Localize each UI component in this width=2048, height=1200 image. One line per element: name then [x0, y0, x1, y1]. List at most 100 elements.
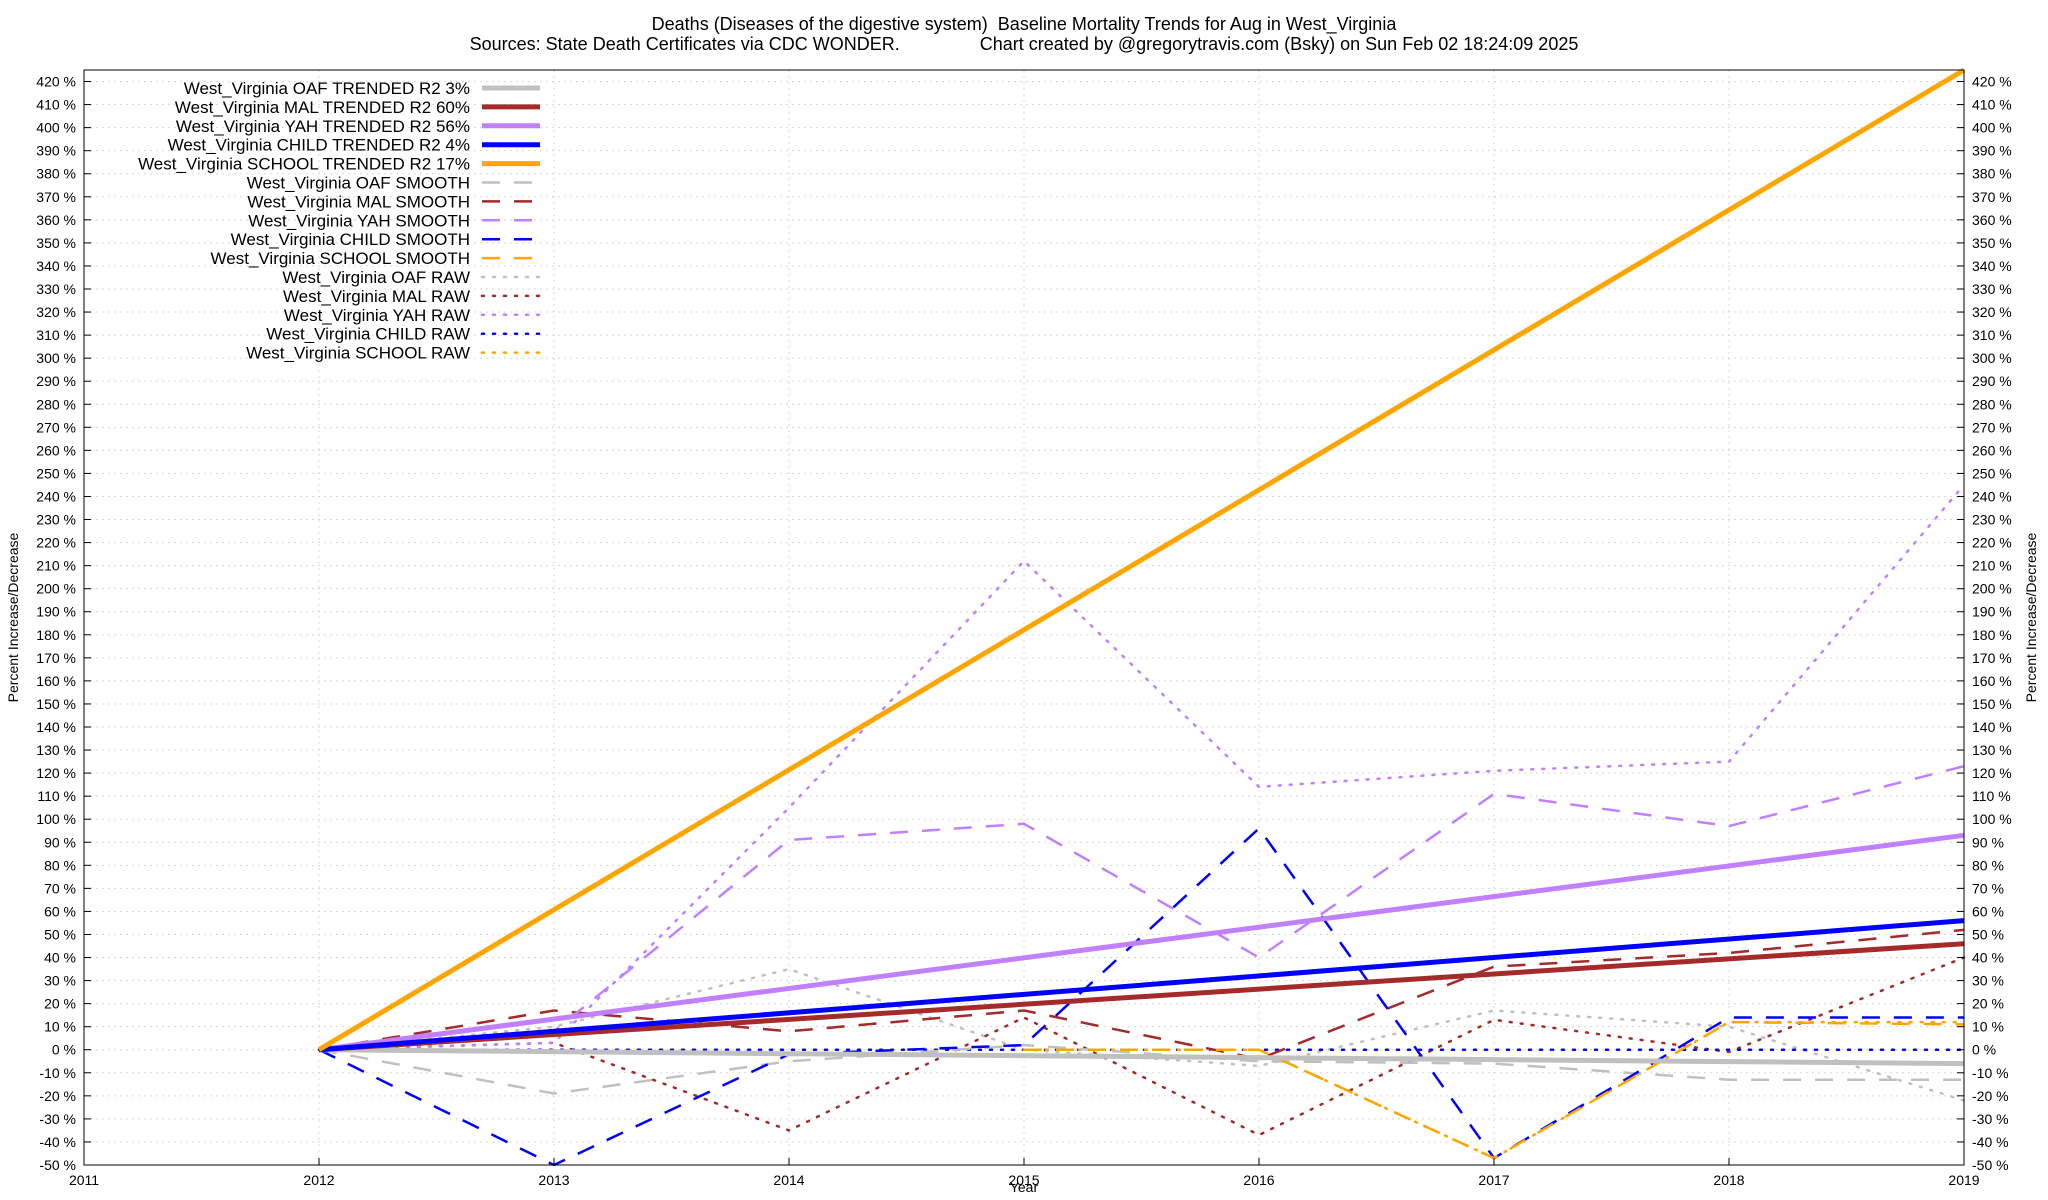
y2-tick-label: 50 %	[1972, 926, 2004, 942]
chart-title: Deaths (Diseases of the digestive system…	[651, 14, 1397, 34]
y-tick-label: 380 %	[36, 166, 76, 182]
y2-tick-label: 230 %	[1972, 512, 2012, 528]
y2-tick-label: 170 %	[1972, 650, 2012, 666]
y2-tick-label: 250 %	[1972, 465, 2012, 481]
x-tick-label: 2018	[1713, 1172, 1744, 1188]
series-line-8	[318, 764, 1965, 1051]
y-tick-label: 30 %	[44, 973, 76, 989]
series-line-5	[317, 67, 1966, 1052]
y-tick-label: 20 %	[44, 996, 76, 1012]
y-tick-label: 300 %	[36, 350, 76, 366]
y-tick-label: 140 %	[36, 719, 76, 735]
y2-tick-label: 180 %	[1972, 627, 2012, 643]
y2-tick-label: 260 %	[1972, 442, 2012, 458]
series-line-12	[317, 956, 1966, 1137]
y-tick-label: 240 %	[36, 488, 76, 504]
y-tick-label: 170 %	[36, 650, 76, 666]
y-tick-label: 410 %	[36, 97, 76, 113]
y2-tick-label: 150 %	[1972, 696, 2012, 712]
y2-tick-label: 160 %	[1972, 673, 2012, 689]
tick-layer: -50 % -50 % -40 % -40 % -30 % -30 % -20 % -20 %…	[36, 74, 2011, 1188]
legend-label: West_Virginia MAL RAW	[283, 287, 470, 306]
y-tick-label: 370 %	[36, 189, 76, 205]
series-line-2	[318, 941, 1965, 1053]
x-tick-label: 2011	[69, 1172, 99, 1188]
y-tick-label: 0 %	[52, 1042, 76, 1058]
y-tick-label: 160 %	[36, 673, 76, 689]
y-tick-label: 400 %	[36, 120, 76, 136]
y-tick-label: -50 %	[39, 1157, 76, 1173]
y-tick-label: 290 %	[36, 373, 76, 389]
y2-tick-label: 20 %	[1972, 996, 2004, 1012]
y2-tick-label: -40 %	[1972, 1134, 2009, 1150]
y-tick-label: 210 %	[36, 558, 76, 574]
x-tick-label: 2013	[538, 1172, 569, 1188]
y-tick-label: 250 %	[36, 465, 76, 481]
chart-subtitle: Sources: State Death Certificates via CD…	[469, 34, 1579, 54]
y2-tick-label: 90 %	[1972, 834, 2004, 850]
y-tick-label: 230 %	[36, 512, 76, 528]
legend-label: West_Virginia CHILD RAW	[266, 325, 470, 344]
y-tick-label: 60 %	[44, 903, 76, 919]
y2-tick-label: 410 %	[1972, 97, 2012, 113]
y2-tick-label: -10 %	[1972, 1065, 2009, 1081]
x-tick-label: 2016	[1243, 1172, 1274, 1188]
y2-tick-label: 380 %	[1972, 166, 2012, 182]
y2-tick-label: 0 %	[1972, 1042, 1996, 1058]
y-tick-label: 100 %	[36, 811, 76, 827]
legend-label: West_Virginia CHILD TRENDED R2 4%	[168, 136, 470, 155]
y-tick-label: 200 %	[36, 581, 76, 597]
y2-tick-label: 40 %	[1972, 950, 2004, 966]
series-line-4	[318, 918, 1965, 1053]
series-line-13	[317, 483, 1966, 1051]
y-tick-label: 50 %	[44, 926, 76, 942]
y2-tick-label: 350 %	[1972, 235, 2012, 251]
y2-tick-label: 110 %	[1972, 788, 2011, 804]
y2-tick-label: 370 %	[1972, 189, 2012, 205]
y-tick-label: 190 %	[36, 604, 76, 620]
y-tick-label: 260 %	[36, 442, 76, 458]
y-tick-label: -10 %	[39, 1065, 76, 1081]
y-tick-label: 390 %	[36, 143, 76, 159]
x-tick-label: 2019	[1948, 1172, 1979, 1188]
y2-tick-label: 60 %	[1972, 903, 2004, 919]
legend-label: West_Virginia SCHOOL SMOOTH	[211, 249, 470, 268]
y2-tick-label: 80 %	[1972, 857, 2004, 873]
y-tick-label: 270 %	[36, 419, 76, 435]
y-tick-label: 120 %	[36, 765, 76, 781]
y-tick-label: 10 %	[44, 1019, 76, 1035]
legend-label: West_Virginia OAF TRENDED R2 3%	[184, 79, 470, 98]
x-axis-label: Year	[1010, 1179, 1039, 1195]
y2-tick-label: 290 %	[1972, 373, 2012, 389]
legend-label: West_Virginia MAL TRENDED R2 60%	[175, 98, 470, 117]
legend-label: West_Virginia SCHOOL RAW	[246, 344, 470, 363]
y2-tick-label: 120 %	[1972, 765, 2012, 781]
x-tick-label: 2012	[303, 1172, 334, 1188]
legend-label: West_Virginia OAF SMOOTH	[247, 174, 470, 193]
y2-tick-label: 360 %	[1972, 212, 2012, 228]
y-tick-label: -20 %	[39, 1088, 76, 1104]
legend-label: West_Virginia YAH RAW	[284, 306, 470, 325]
x-tick-label: 2015	[1008, 1172, 1039, 1188]
y-tick-label: 80 %	[44, 857, 76, 873]
y2-tick-label: 190 %	[1972, 604, 2012, 620]
y-tick-label: 340 %	[36, 258, 76, 274]
y-tick-label: 130 %	[36, 742, 76, 758]
y2-tick-label: 400 %	[1972, 120, 2012, 136]
x-tick-label: 2014	[773, 1172, 804, 1188]
y-tick-label: 280 %	[36, 396, 76, 412]
legend-label: West_Virginia MAL SMOOTH	[247, 192, 470, 211]
y-tick-label: 310 %	[36, 327, 76, 343]
legend: West_Virginia OAF TRENDED R2 3%West_Virg…	[138, 79, 542, 363]
y2-tick-label: 210 %	[1972, 558, 2012, 574]
y2-tick-label: 330 %	[1972, 281, 2012, 297]
legend-label: West_Virginia OAF RAW	[282, 268, 470, 287]
legend-label: West_Virginia YAH SMOOTH	[248, 211, 470, 230]
legend-label: West_Virginia YAH TRENDED R2 56%	[176, 117, 470, 136]
y2-tick-label: 240 %	[1972, 488, 2012, 504]
y-tick-label: 150 %	[36, 696, 76, 712]
y2-tick-label: 270 %	[1972, 419, 2012, 435]
series-line-9	[318, 827, 1964, 1167]
y-tick-label: 420 %	[36, 74, 76, 90]
